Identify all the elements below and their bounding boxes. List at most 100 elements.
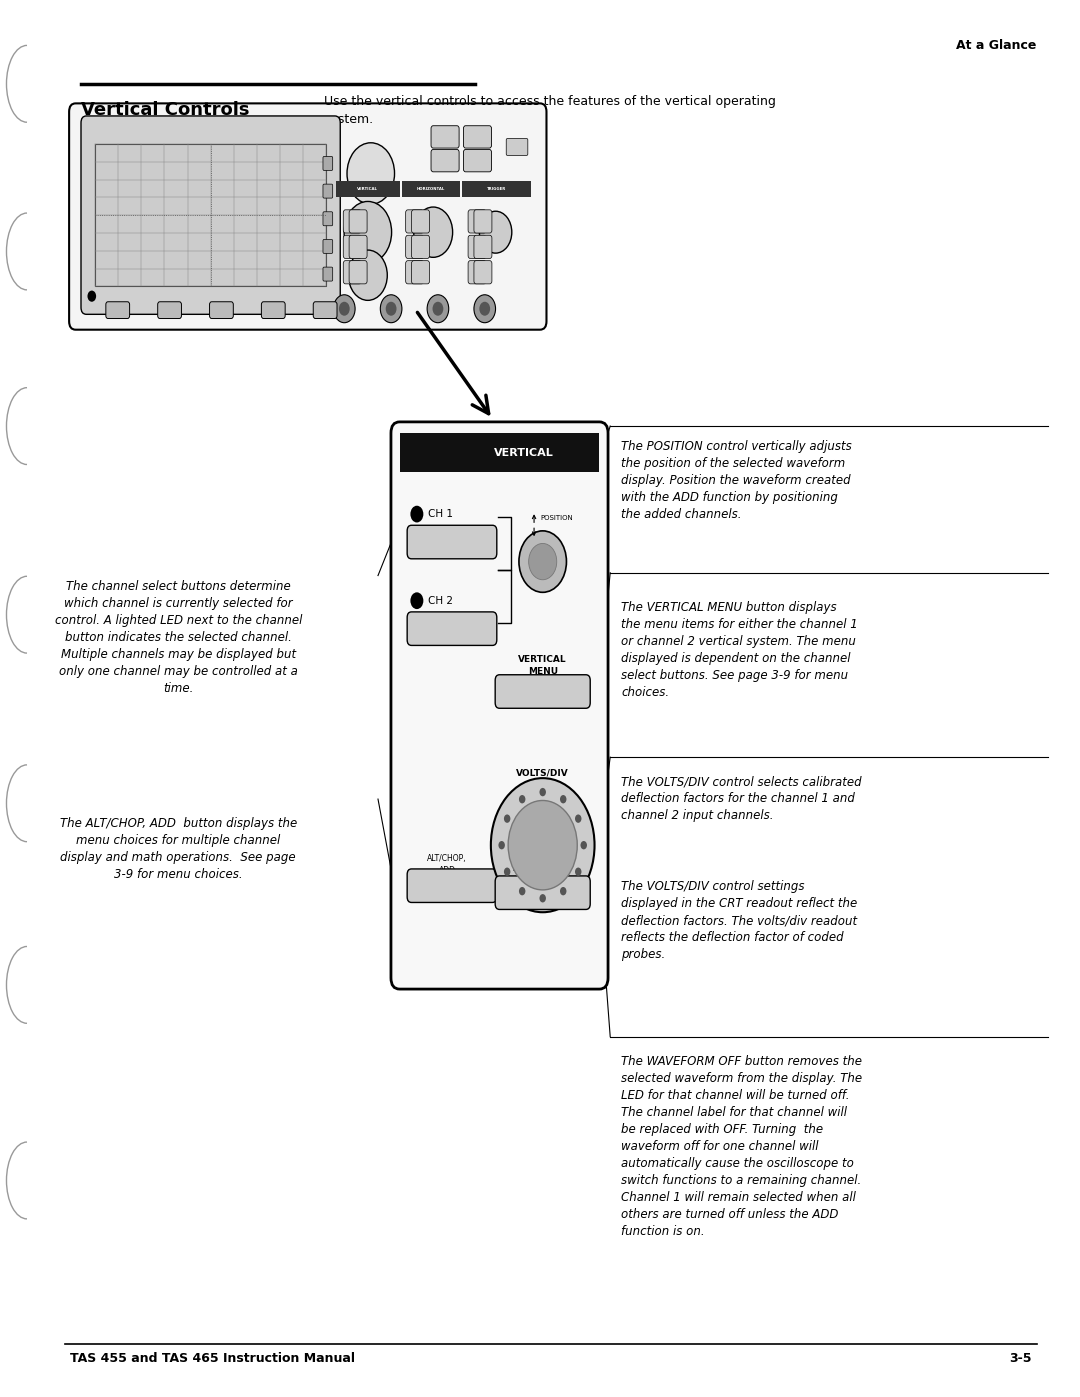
Circle shape — [540, 894, 546, 902]
Circle shape — [575, 814, 581, 823]
Circle shape — [334, 295, 355, 323]
FancyBboxPatch shape — [463, 149, 491, 172]
Bar — [462, 182, 530, 197]
Text: The VERTICAL MENU button displays
the menu items for either the channel 1
or cha: The VERTICAL MENU button displays the me… — [621, 601, 858, 698]
Circle shape — [509, 800, 577, 890]
FancyBboxPatch shape — [323, 156, 333, 170]
FancyBboxPatch shape — [411, 210, 430, 233]
Circle shape — [519, 795, 526, 803]
FancyBboxPatch shape — [323, 267, 333, 281]
FancyBboxPatch shape — [349, 210, 367, 233]
Circle shape — [349, 250, 388, 300]
FancyBboxPatch shape — [343, 210, 361, 233]
Circle shape — [575, 868, 581, 876]
FancyBboxPatch shape — [474, 261, 491, 284]
FancyBboxPatch shape — [69, 103, 546, 330]
Circle shape — [504, 814, 511, 823]
Circle shape — [414, 207, 453, 257]
FancyBboxPatch shape — [106, 302, 130, 319]
Circle shape — [529, 543, 557, 580]
Text: The ALT/CHOP, ADD  button displays the
menu choices for multiple channel
display: The ALT/CHOP, ADD button displays the me… — [59, 817, 297, 882]
Circle shape — [345, 201, 392, 263]
Text: The VOLTS/DIV control selects calibrated
deflection factors for the channel 1 an: The VOLTS/DIV control selects calibrated… — [621, 775, 862, 823]
FancyBboxPatch shape — [407, 525, 497, 559]
Text: ALT/CHOP,: ALT/CHOP, — [428, 855, 467, 863]
FancyBboxPatch shape — [463, 126, 491, 148]
Bar — [402, 182, 460, 197]
Text: HORIZONTAL: HORIZONTAL — [417, 187, 445, 191]
Text: At a Glance: At a Glance — [957, 39, 1037, 52]
Circle shape — [432, 302, 443, 316]
Circle shape — [504, 868, 511, 876]
FancyBboxPatch shape — [474, 235, 491, 258]
FancyBboxPatch shape — [323, 212, 333, 226]
Text: Use the vertical controls to access the features of the vertical operating
syste: Use the vertical controls to access the … — [324, 95, 775, 126]
Circle shape — [347, 142, 394, 204]
Circle shape — [499, 841, 505, 849]
Circle shape — [427, 295, 448, 323]
FancyBboxPatch shape — [411, 261, 430, 284]
Text: The POSITION control vertically adjusts
the position of the selected waveform
di: The POSITION control vertically adjusts … — [621, 440, 852, 521]
Circle shape — [540, 788, 546, 796]
Bar — [95, 144, 326, 286]
Text: VERTICAL: VERTICAL — [518, 655, 567, 664]
Text: POSITION: POSITION — [541, 515, 573, 521]
FancyBboxPatch shape — [323, 184, 333, 198]
FancyBboxPatch shape — [507, 138, 528, 155]
Circle shape — [380, 295, 402, 323]
Text: The VOLTS/DIV control settings
displayed in the CRT readout reflect the
deflecti: The VOLTS/DIV control settings displayed… — [621, 880, 858, 961]
Text: MENU: MENU — [528, 668, 557, 676]
Text: CH 2: CH 2 — [428, 595, 453, 606]
Circle shape — [87, 291, 96, 302]
Circle shape — [339, 302, 350, 316]
Text: 3-5: 3-5 — [1009, 1352, 1031, 1365]
FancyBboxPatch shape — [323, 239, 333, 253]
Circle shape — [561, 795, 567, 803]
FancyBboxPatch shape — [474, 210, 491, 233]
Circle shape — [386, 302, 396, 316]
Text: WAVEFORM OFF: WAVEFORM OFF — [512, 865, 573, 873]
FancyBboxPatch shape — [391, 422, 608, 989]
Circle shape — [480, 302, 490, 316]
Circle shape — [410, 506, 423, 522]
Circle shape — [561, 887, 567, 895]
Text: The channel select buttons determine
which channel is currently selected for
con: The channel select buttons determine whi… — [54, 580, 302, 694]
Text: The WAVEFORM OFF button removes the
selected waveform from the display. The
LED : The WAVEFORM OFF button removes the sele… — [621, 1055, 862, 1238]
Text: Vertical Controls: Vertical Controls — [81, 101, 249, 119]
Circle shape — [490, 778, 595, 912]
FancyBboxPatch shape — [411, 235, 430, 258]
FancyBboxPatch shape — [496, 876, 591, 909]
FancyBboxPatch shape — [343, 261, 361, 284]
Text: VERTICAL: VERTICAL — [494, 447, 553, 458]
FancyBboxPatch shape — [468, 210, 486, 233]
FancyBboxPatch shape — [431, 149, 459, 172]
Circle shape — [581, 841, 588, 849]
Text: VERTICAL: VERTICAL — [357, 187, 378, 191]
Text: VOLTS/DIV: VOLTS/DIV — [516, 768, 569, 777]
Circle shape — [480, 211, 512, 253]
FancyBboxPatch shape — [496, 675, 591, 708]
FancyBboxPatch shape — [406, 210, 423, 233]
Text: TAS 455 and TAS 465 Instruction Manual: TAS 455 and TAS 465 Instruction Manual — [70, 1352, 355, 1365]
FancyBboxPatch shape — [349, 235, 367, 258]
FancyBboxPatch shape — [81, 116, 340, 314]
Bar — [336, 182, 400, 197]
FancyBboxPatch shape — [468, 261, 486, 284]
Circle shape — [410, 592, 423, 609]
FancyBboxPatch shape — [407, 869, 497, 902]
Text: CH 1: CH 1 — [428, 509, 453, 520]
Bar — [400, 433, 599, 472]
FancyBboxPatch shape — [349, 261, 367, 284]
FancyBboxPatch shape — [407, 612, 497, 645]
FancyBboxPatch shape — [406, 261, 423, 284]
FancyBboxPatch shape — [261, 302, 285, 319]
FancyBboxPatch shape — [406, 235, 423, 258]
Text: ADD: ADD — [438, 866, 456, 875]
Circle shape — [474, 295, 496, 323]
FancyBboxPatch shape — [313, 302, 337, 319]
FancyBboxPatch shape — [468, 235, 486, 258]
FancyBboxPatch shape — [210, 302, 233, 319]
FancyBboxPatch shape — [431, 126, 459, 148]
Text: TRIGGER: TRIGGER — [487, 187, 507, 191]
FancyBboxPatch shape — [158, 302, 181, 319]
